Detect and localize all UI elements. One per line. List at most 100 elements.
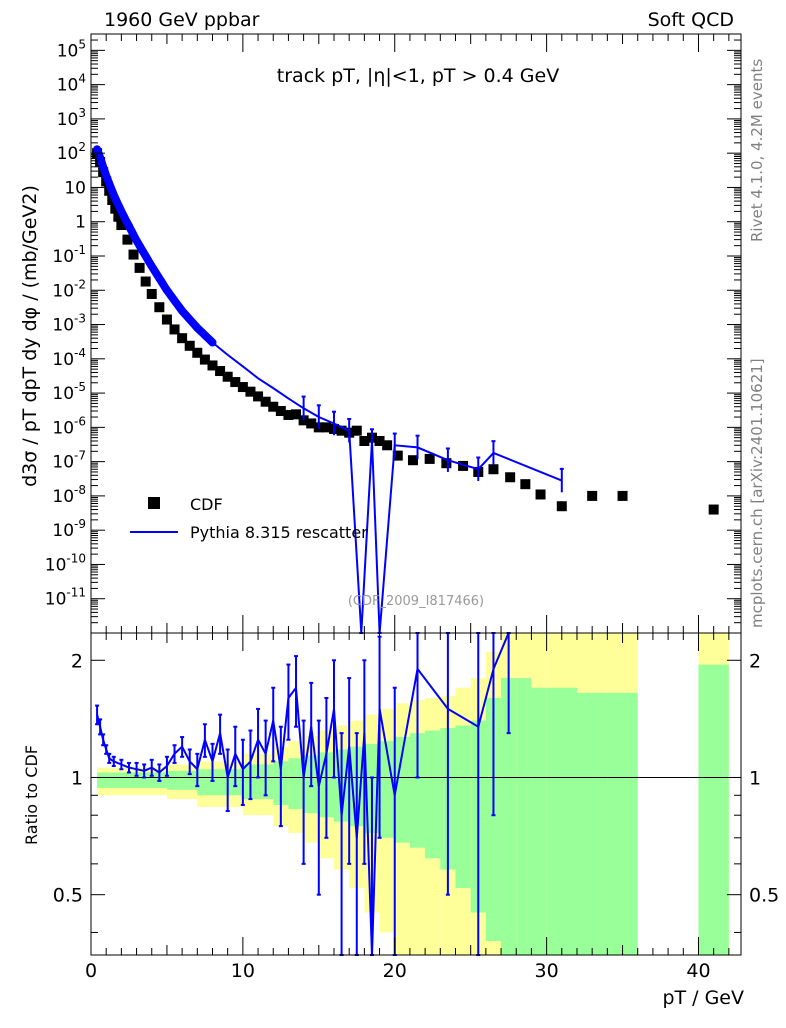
ratio-y-tick-label-left: 1: [71, 767, 83, 789]
ratio-green-band: [546, 687, 577, 955]
x-tick-label: 0: [85, 960, 97, 982]
cdf-data-point: [291, 409, 302, 420]
main-y-tick-label: 1: [75, 213, 86, 233]
cdf-data-point: [177, 333, 188, 344]
main-y-tick-label: 10-5: [52, 380, 86, 404]
ratio-green-band: [409, 733, 426, 848]
ratio-green-band: [698, 664, 729, 955]
cdf-data-point: [260, 396, 271, 407]
cdf-data-point: [184, 340, 195, 351]
ratio-green-band: [288, 758, 304, 809]
ratio-frame: [90, 632, 742, 956]
ratio-y-tick-label-right: 0.5: [749, 885, 779, 907]
energy-label: 1960 GeV ppbar: [104, 9, 260, 31]
main-y-tick-label: 10-1: [52, 243, 86, 267]
cdf-data-point: [140, 276, 151, 287]
ratio-green-band: [576, 692, 608, 955]
main-marks: [92, 145, 719, 634]
cdf-data-point: [424, 453, 435, 464]
cdf-data-point: [134, 262, 145, 273]
cdf-data-point: [382, 440, 393, 451]
x-tick-label: 40: [686, 960, 710, 982]
main-frame: [90, 33, 742, 634]
ratio-marks: [95, 632, 511, 956]
main-y-tick-label: 10-4: [52, 346, 86, 370]
main-axes: 10-1110-1010-910-810-710-610-510-410-310…: [45, 33, 742, 634]
main-y-tick-label: 10-2: [52, 277, 86, 301]
ratio-green-band: [455, 725, 471, 889]
cdf-data-point: [215, 366, 226, 377]
legend: CDF Pythia 8.315 rescatter: [130, 495, 368, 542]
cdf-data-point: [110, 203, 121, 214]
ratio-y-axis-label: Ratio to CDF: [22, 745, 41, 845]
cdf-data-point: [275, 406, 286, 417]
analysis-watermark: (CDF_2009_I817466): [348, 594, 484, 609]
cdf-data-point: [488, 464, 499, 475]
cdf-data-point: [169, 324, 180, 335]
category-label: Soft QCD: [648, 9, 734, 31]
ratio-axes: 0 10 20 30 40 0.5 0.5 1 1 2 2: [53, 632, 779, 982]
cdf-data-point: [199, 354, 210, 365]
ratio-green-band: [379, 741, 395, 838]
ratio-green-band: [425, 730, 441, 859]
cdf-data-point: [192, 347, 203, 358]
ratio-green-band: [501, 678, 517, 955]
cdf-data-point: [283, 409, 294, 420]
cdf-data-point: [207, 360, 218, 371]
mc-line: [96, 148, 563, 634]
cdf-data-point: [146, 288, 157, 299]
cdf-data-point: [245, 386, 256, 397]
ratio-green-band: [97, 772, 167, 788]
cdf-data-point: [298, 415, 309, 426]
cdf-data-point: [535, 489, 546, 500]
main-y-axis-label: d3σ / pT dpT dy dφ / (mb/GeV2): [19, 185, 41, 487]
cdf-data-point: [708, 504, 719, 515]
cdf-data-point: [392, 450, 403, 461]
main-y-tick-label: 10-8: [52, 483, 86, 507]
legend-label-pythia: Pythia 8.315 rescatter: [190, 523, 368, 542]
main-y-tick-label: 10-7: [52, 449, 86, 473]
main-y-tick-label: 103: [57, 106, 86, 130]
cdf-data-point: [336, 425, 347, 436]
ratio-mc-line: [96, 632, 510, 956]
ratio-green-band: [166, 770, 198, 790]
cdf-data-point: [253, 391, 264, 402]
main-y-tick-label: 10-11: [45, 586, 86, 610]
cdf-data-point: [113, 211, 124, 222]
cdf-data-point: [122, 234, 133, 245]
ratio-green-band: [394, 737, 410, 843]
ratio-green-band: [607, 692, 638, 955]
cdf-data-point: [441, 458, 452, 469]
ratio-green-band: [516, 678, 532, 955]
main-y-tick-label: 10-10: [45, 551, 86, 575]
cdf-data-point: [116, 220, 127, 231]
ratio-y-tick-label-right: 2: [749, 650, 761, 672]
cdf-data-point: [321, 422, 332, 433]
cdf-data-point: [359, 435, 370, 446]
cdf-data-point: [520, 479, 531, 490]
plot-title: track pT, |η|<1, pT > 0.4 GeV: [277, 65, 559, 87]
cdf-data-point: [617, 490, 628, 501]
main-y-tick-label: 105: [57, 37, 86, 61]
cdf-data-point: [222, 371, 233, 382]
cdf-data-point: [407, 455, 418, 466]
main-y-tick-label: 10-3: [52, 312, 86, 336]
cdf-data-point: [458, 460, 469, 471]
ratio-green-band: [531, 687, 547, 955]
x-axis-label: pT / GeV: [662, 987, 744, 1009]
mc-dense-markers: [93, 145, 217, 347]
x-tick-label: 20: [383, 960, 407, 982]
cdf-data-point: [128, 249, 139, 260]
x-tick-label: 30: [535, 960, 559, 982]
cdf-data-point: [505, 472, 516, 483]
cdf-data-point: [154, 302, 165, 313]
main-y-tick-label: 10: [64, 178, 86, 198]
ratio-y-tick-label-left: 2: [71, 650, 83, 672]
main-y-tick-label: 104: [57, 72, 86, 96]
cdf-data-point: [374, 435, 385, 446]
cdf-data-point: [306, 418, 317, 429]
ratio-y-tick-label-right: 1: [749, 767, 761, 789]
cdf-data-point: [351, 425, 362, 436]
legend-marker-cdf: [148, 497, 160, 509]
